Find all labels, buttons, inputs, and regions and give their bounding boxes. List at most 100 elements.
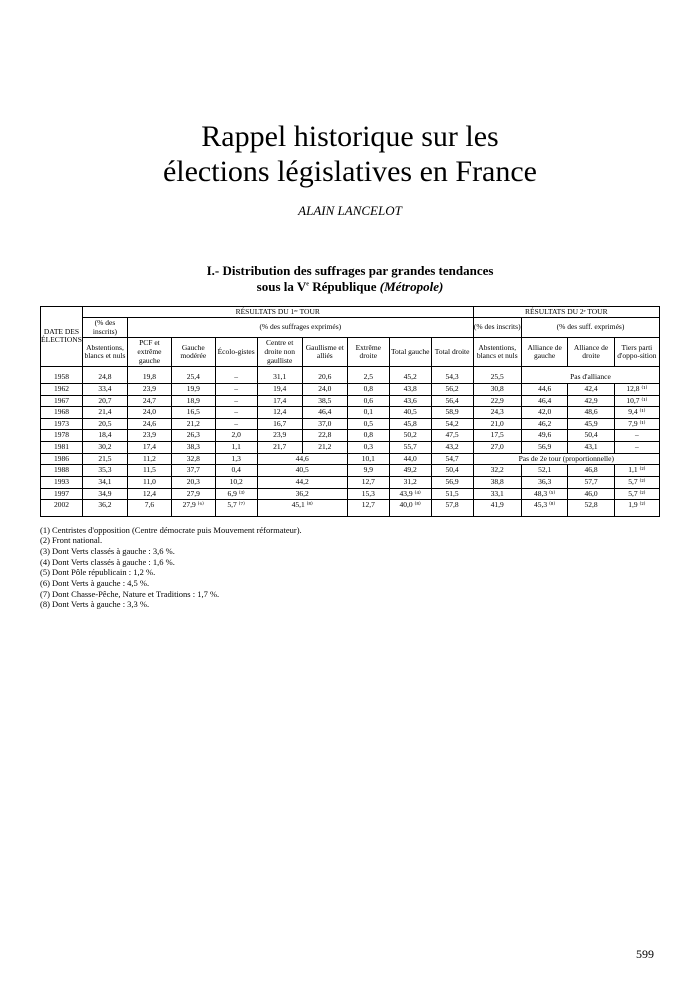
data-cell: 0,8 [347,383,389,395]
data-cell: 55,7 [389,442,431,454]
data-cell: 1,9 ⁽²⁾ [614,500,659,517]
data-cell: 23,9 [128,383,172,395]
th-abst-2: Abstentions, blancs et nuls [473,338,521,367]
data-cell: 24,0 [128,407,172,419]
author: ALAIN LANCELOT [40,203,660,219]
data-cell: 45,8 [389,418,431,430]
data-cell: 2,0 [215,430,257,442]
data-cell: 5,7 ⁽²⁾ [614,476,659,488]
data-cell: 0,5 [347,418,389,430]
data-cell: 21,2 [171,418,215,430]
data-cell: 16,7 [257,418,302,430]
data-cell: 1,1 ⁽²⁾ [614,465,659,477]
th-pcf: PCF et extrême gauche [128,338,172,367]
data-cell: 54,3 [431,367,473,384]
data-cell: 12,8 ⁽¹⁾ [614,383,659,395]
data-cell: 24,7 [128,395,172,407]
year-cell: 1997 [41,488,83,500]
data-cell: 25,4 [171,367,215,384]
th-td: Total droite [431,338,473,367]
data-cell: 2,5 [347,367,389,384]
data-cell: 24,3 [473,407,521,419]
data-cell: 38,8 [473,476,521,488]
footnote-line: (1) Centristes d'opposition (Centre démo… [40,525,660,536]
year-cell: 1978 [41,430,83,442]
section-sub-b: République [309,279,380,294]
data-cell: 27,0 [473,442,521,454]
data-cell: 21,4 [82,407,127,419]
section-title: I.- Distribution des suffrages par grand… [40,263,660,296]
data-cell: 52,1 [521,465,567,477]
data-cell: 49,2 [389,465,431,477]
year-cell: 1967 [41,395,83,407]
data-cell: 30,2 [82,442,127,454]
data-cell: 38,5 [302,395,347,407]
th-exd: Extrême droite [347,338,389,367]
data-cell: 18,9 [171,395,215,407]
data-cell: 48,6 [568,407,614,419]
data-cell: 21,5 [82,453,127,465]
table-row: 197320,524,621,2–16,737,00,545,854,221,0… [41,418,660,430]
data-cell: 9,9 [347,465,389,477]
data-cell: 52,8 [568,500,614,517]
data-cell: 34,9 [82,488,127,500]
th-tpo: Tiers parti d'oppo-sition [614,338,659,367]
data-cell: 45,9 [568,418,614,430]
th-gaul: Gaullisme et alliés [302,338,347,367]
data-cell: 23,9 [128,430,172,442]
data-cell: 56,4 [431,395,473,407]
data-cell: 19,9 [171,383,215,395]
page-number: 599 [636,947,654,962]
data-cell: 46,2 [521,418,567,430]
data-cell: 22,8 [302,430,347,442]
data-cell: 33,1 [473,488,521,500]
data-cell: 41,9 [473,500,521,517]
data-cell: 46,4 [521,395,567,407]
data-cell: 12,7 [347,500,389,517]
table-row: 200236,27,627,9 ⁽⁶⁾5,7 ⁽⁷⁾45,1 ⁽⁸⁾12,740… [41,500,660,517]
data-cell: 56,2 [431,383,473,395]
data-cell-merged: 36,2 [257,488,347,500]
th-pct-exp-2: (% des suff. exprimés) [521,318,659,338]
footnote-line: (4) Dont Verts classés à gauche : 1,6 %. [40,557,660,568]
data-cell: 30,8 [473,383,521,395]
th-abst-1: Abstentions, blancs et nuls [82,338,127,367]
data-cell: 7,9 ⁽¹⁾ [614,418,659,430]
data-cell: 0,1 [347,407,389,419]
data-cell-merged: Pas d'alliance [521,367,659,384]
th-gm: Gauche modérée [171,338,215,367]
data-cell: 34,1 [82,476,127,488]
data-cell: 43,1 [568,442,614,454]
data-cell: 57,8 [431,500,473,517]
data-cell: 7,6 [128,500,172,517]
title-line-1: Rappel historique sur les [201,120,498,153]
data-cell: 50,4 [568,430,614,442]
data-cell-merged: 44,6 [257,453,347,465]
data-cell: 58,9 [431,407,473,419]
footnotes: (1) Centristes d'opposition (Centre démo… [40,525,660,610]
data-cell: 40,5 [389,407,431,419]
data-cell: 10,2 [215,476,257,488]
year-cell: 1988 [41,465,83,477]
data-cell: 31,1 [257,367,302,384]
data-cell: 27,9 ⁽⁶⁾ [171,500,215,517]
year-cell: 1958 [41,367,83,384]
data-cell: 43,2 [431,442,473,454]
data-cell: 5,7 ⁽⁷⁾ [215,500,257,517]
data-cell: 46,4 [302,407,347,419]
year-cell: 1962 [41,383,83,395]
data-cell: – [215,395,257,407]
data-cell: 43,6 [389,395,431,407]
data-cell-merged: 40,5 [257,465,347,477]
data-cell: 43,8 [389,383,431,395]
data-cell: 38,3 [171,442,215,454]
data-cell: 22,9 [473,395,521,407]
footnote-line: (6) Dont Verts à gauche : 4,5 %. [40,578,660,589]
th-pct-insc-2: (% des inscrits) [473,318,521,338]
data-cell: – [614,430,659,442]
th-eco: Écolo-gistes [215,338,257,367]
data-cell: 11,2 [128,453,172,465]
data-cell: 48,3 ⁽⁵⁾ [521,488,567,500]
data-cell: 15,3 [347,488,389,500]
data-cell: 42,0 [521,407,567,419]
